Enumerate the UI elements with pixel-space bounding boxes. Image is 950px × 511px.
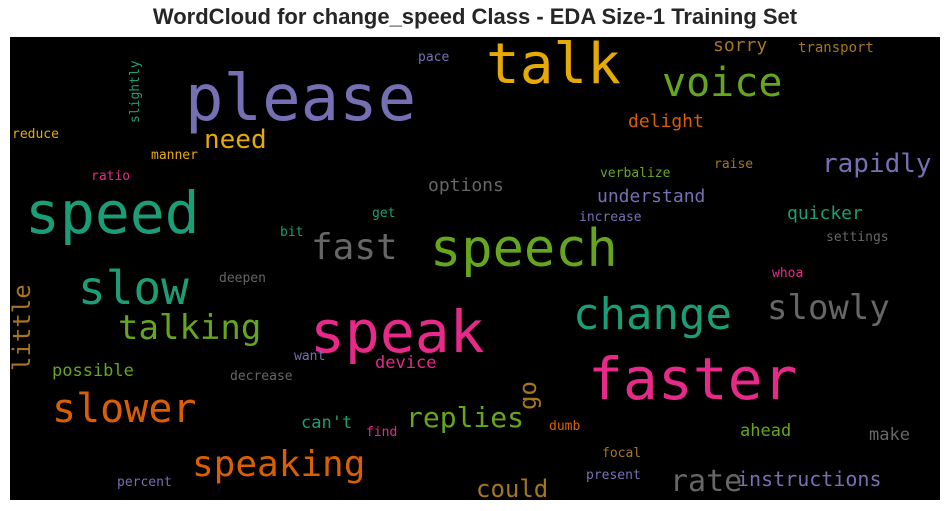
word-reduce: reduce bbox=[12, 127, 59, 142]
word-change: change bbox=[573, 289, 732, 340]
word-rapidly: rapidly bbox=[822, 149, 932, 179]
word-dumb: dumb bbox=[549, 419, 581, 434]
word-sorry: sorry bbox=[713, 37, 768, 56]
word-speed: speed bbox=[25, 179, 200, 247]
word-possible: possible bbox=[52, 361, 134, 381]
word-rate: rate bbox=[670, 464, 743, 499]
word-device: device bbox=[375, 353, 437, 373]
word-delight: delight bbox=[628, 111, 704, 132]
word-talk: talk bbox=[486, 37, 621, 97]
word-bit: bit bbox=[280, 225, 304, 240]
word-quicker: quicker bbox=[787, 203, 863, 224]
word-options: options bbox=[428, 175, 504, 196]
word-deepen: deepen bbox=[219, 271, 266, 286]
word-ratio: ratio bbox=[91, 169, 131, 184]
word-need: need bbox=[204, 125, 267, 155]
word-get: get bbox=[372, 206, 396, 221]
word-talking: talking bbox=[118, 308, 262, 348]
word-fast: fast bbox=[311, 227, 398, 268]
word-speech: speech bbox=[430, 219, 618, 279]
word-focal: focal bbox=[602, 446, 642, 461]
word-speaking: speaking bbox=[192, 444, 366, 485]
word-present: present bbox=[586, 468, 641, 483]
word-raise: raise bbox=[714, 157, 754, 172]
word-voice: voice bbox=[662, 60, 783, 106]
word-please: please bbox=[185, 62, 417, 136]
word-replies: replies bbox=[406, 401, 525, 434]
word-percent: percent bbox=[117, 475, 172, 490]
word-could: could bbox=[476, 475, 549, 500]
chart-title: WordCloud for change_speed Class - EDA S… bbox=[152, 4, 798, 29]
word-decrease: decrease bbox=[230, 369, 293, 384]
word-settings: settings bbox=[826, 230, 889, 245]
word-slow: slow bbox=[78, 261, 189, 315]
word-instructions: instructions bbox=[737, 467, 882, 491]
word-ahead: ahead bbox=[740, 421, 792, 441]
word-whoa: whoa bbox=[772, 266, 804, 281]
word-little: little bbox=[10, 284, 36, 371]
word-cloud: please talk voice speed speech speak fas… bbox=[10, 37, 940, 500]
word-slower: slower bbox=[52, 386, 197, 432]
word-understand: understand bbox=[597, 186, 706, 207]
word-increase: increase bbox=[579, 210, 642, 225]
word-find: find bbox=[366, 425, 398, 440]
word-speak: speak bbox=[310, 298, 485, 366]
word-go: go bbox=[514, 381, 542, 410]
word-transport: transport bbox=[798, 40, 874, 56]
word-manner: manner bbox=[151, 148, 198, 163]
word-pace: pace bbox=[418, 50, 450, 65]
word-slowly: slowly bbox=[767, 288, 890, 328]
word-verbalize: verbalize bbox=[600, 166, 671, 181]
word-slightly: slightly bbox=[128, 60, 143, 123]
word-cant: can't bbox=[301, 413, 353, 433]
word-faster: faster bbox=[588, 345, 798, 413]
word-want: want bbox=[294, 349, 326, 364]
word-make: make bbox=[869, 425, 910, 445]
